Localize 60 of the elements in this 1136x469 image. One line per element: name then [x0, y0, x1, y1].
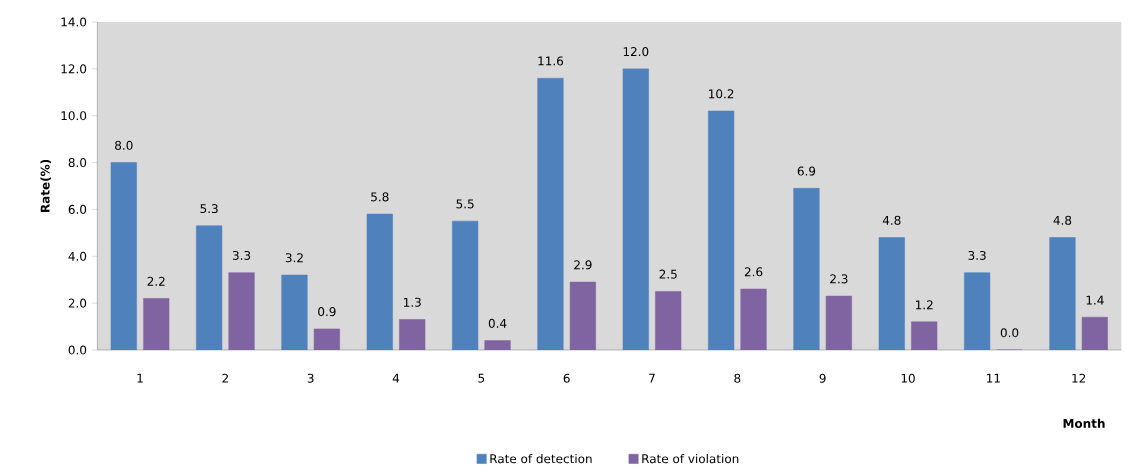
data-label: 1.3 — [404, 297, 421, 307]
y-tick-label: 4.0 — [68, 251, 87, 261]
x-tick-label: 5 — [478, 373, 485, 383]
data-label: 3.2 — [285, 253, 303, 263]
data-label: 0.0 — [1000, 328, 1019, 338]
y-tick-label: 8.0 — [68, 157, 87, 167]
data-label: 0.4 — [488, 318, 507, 328]
bar — [110, 162, 137, 350]
data-label: 8.0 — [115, 140, 133, 150]
y-tick-label: 12.0 — [61, 64, 87, 74]
data-label: 3.3 — [968, 250, 986, 260]
bar — [537, 77, 564, 350]
x-tick-label: 7 — [649, 373, 655, 383]
x-tick-label: 3 — [307, 373, 314, 383]
y-tick-label: 2.0 — [68, 298, 87, 308]
y-axis-title: Rate(%) — [40, 159, 52, 212]
y-tick-label: 14.0 — [61, 17, 87, 27]
bar — [708, 110, 735, 350]
y-tick-label: 0.0 — [68, 345, 87, 355]
legend-label: Rate of violation — [642, 453, 739, 464]
bar — [366, 213, 393, 350]
data-label: 5.8 — [371, 192, 389, 202]
data-label: 6.9 — [797, 166, 816, 176]
x-tick-label: 10 — [901, 373, 915, 383]
data-label: 2.5 — [659, 269, 677, 279]
data-label: 11.6 — [538, 56, 564, 66]
data-label: 12.0 — [623, 46, 649, 56]
data-label: 5.5 — [456, 199, 474, 209]
data-label: 3.3 — [232, 250, 251, 260]
x-tick-label: 4 — [392, 373, 400, 383]
data-label: 0.9 — [318, 306, 336, 317]
bar — [1049, 237, 1076, 350]
data-label: 4.8 — [882, 215, 901, 225]
data-label: 2.9 — [574, 260, 592, 270]
data-label: 1.4 — [1086, 295, 1104, 305]
x-tick-label: 11 — [987, 373, 1000, 383]
data-label: 4.8 — [1053, 215, 1072, 225]
x-tick-label: 8 — [734, 373, 741, 383]
data-label: 1.2 — [915, 300, 933, 309]
x-tick-label: 12 — [1072, 373, 1086, 383]
bar — [793, 187, 820, 350]
y-tick-label: 6.0 — [68, 204, 87, 214]
bar — [196, 225, 223, 350]
data-label: 2.6 — [744, 267, 763, 277]
x-tick-label: 1 — [137, 373, 143, 383]
x-tick-label: 2 — [222, 373, 228, 383]
x-tick-label: 6 — [563, 373, 570, 383]
bar — [452, 220, 479, 350]
data-label: 2.3 — [830, 274, 848, 284]
data-label: 5.3 — [200, 203, 218, 213]
x-tick-label: 9 — [819, 373, 826, 383]
x-axis-title: Month — [1063, 418, 1105, 428]
bar — [878, 237, 905, 350]
bar — [281, 274, 308, 350]
bar — [622, 68, 649, 350]
legend-label: Rate of detection — [490, 453, 592, 464]
data-label: 10.2 — [709, 89, 734, 99]
data-label: 2.2 — [147, 276, 165, 286]
bar — [964, 272, 991, 350]
y-tick-label: 10.0 — [61, 111, 87, 121]
